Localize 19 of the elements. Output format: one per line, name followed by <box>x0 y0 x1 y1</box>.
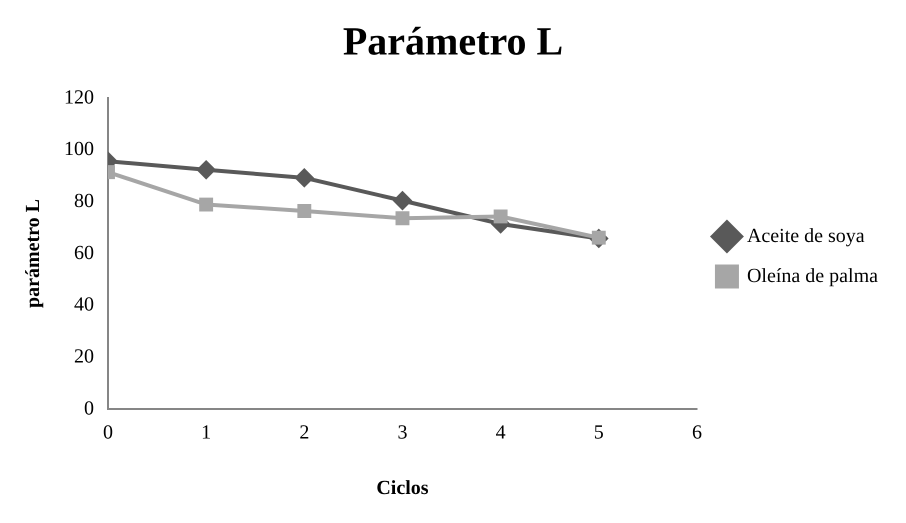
x-tick-label: 2 <box>299 421 310 444</box>
y-tick-label: 60 <box>74 242 94 264</box>
x-tick-label: 1 <box>201 421 212 444</box>
x-tick-label: 6 <box>692 421 702 444</box>
y-tick-label: 0 <box>84 397 94 420</box>
x-tick-label: 5 <box>594 421 604 444</box>
legend-label: Aceite de soya <box>746 224 865 247</box>
y-axis-title: parámetro L <box>22 198 44 308</box>
y-tick-label: 40 <box>74 294 94 316</box>
legend-label: Oleína de palma <box>746 264 878 287</box>
x-axis-title: Ciclos <box>376 477 429 500</box>
y-tick-label: 120 <box>64 86 94 108</box>
chart-title: Parámetro L <box>342 18 564 64</box>
x-tick-label: 0 <box>103 421 113 444</box>
y-tick-label: 20 <box>74 345 94 368</box>
y-tick-label: 80 <box>74 190 94 212</box>
x-tick-label: 3 <box>397 421 408 444</box>
x-tick-label: 4 <box>496 421 506 444</box>
y-tick-label: 100 <box>64 138 94 160</box>
